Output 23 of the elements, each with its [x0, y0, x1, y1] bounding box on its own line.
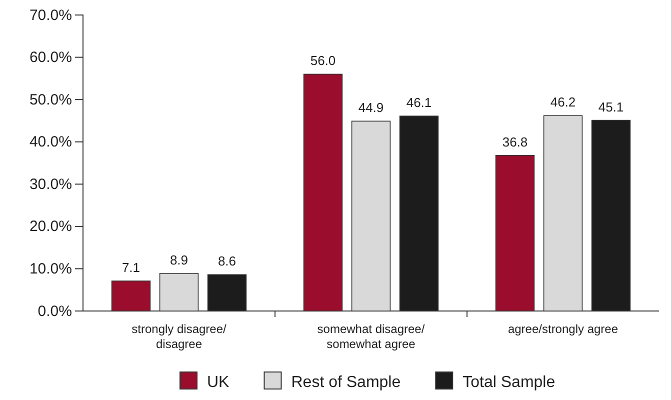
y-tick-label: 20.0%: [29, 218, 72, 236]
x-tick-label: agree/strongly agree: [508, 322, 618, 336]
data-label: 46.2: [550, 94, 576, 110]
x-tick-label: somewhat disagree/ somewhat agree: [317, 322, 426, 351]
data-label: 7.1: [122, 260, 140, 275]
data-label: 45.1: [598, 99, 624, 114]
data-label: 44.9: [358, 100, 384, 116]
y-tick-label: 10.0%: [29, 260, 72, 278]
data-label: 8.9: [170, 252, 188, 268]
x-tick-label: strongly disagree/ disagree: [132, 322, 228, 351]
data-label: 46.1: [406, 95, 432, 110]
y-tick-label: 70.0%: [29, 6, 72, 24]
y-tick-label: 30.0%: [29, 176, 72, 193]
y-tick-label: 60.0%: [29, 49, 72, 66]
legend-label: Rest of Sample: [291, 374, 401, 391]
data-label: 8.6: [218, 254, 236, 269]
data-label: 56.0: [310, 53, 336, 68]
y-tick-label: 50.0%: [29, 91, 72, 108]
legend-label: Total Sample: [462, 374, 556, 391]
legend-label: UK: [207, 374, 230, 391]
y-tick-label: 40.0%: [29, 134, 72, 151]
data-label: 36.8: [502, 134, 528, 150]
y-tick-label: 0.0%: [38, 302, 72, 320]
